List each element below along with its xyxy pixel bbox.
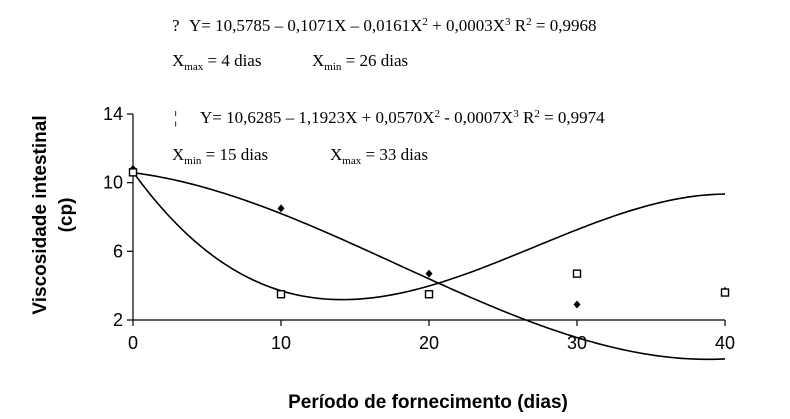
series1-r2-value: = 0,9968 [532,16,597,35]
series2-r2-value: = 0,9974 [540,108,605,127]
x-tick-label: 20 [419,333,439,353]
x-tick-label: 40 [715,333,735,353]
series1-r2-sup: 2 [526,16,532,28]
series1-second-extreme: Xmin = 26 dias [312,51,408,73]
x-axis-title: Período de fornecimento (dias) [288,392,568,413]
y-tick-label: 10 [103,173,123,193]
data-point-diamond [573,300,581,309]
data-point-square [572,269,582,278]
series1-r2-label: R [511,16,527,35]
data-point-square [720,288,730,297]
y-ticks: 2 6 10 14 [103,104,133,330]
y-tick-label: 6 [113,241,123,261]
series1-first-extreme: Xmax = 4 dias [172,51,261,73]
fit-curves [132,171,726,361]
x-ticks: 0 10 20 30 40 [128,320,735,353]
series2-r2-label: R [519,108,535,127]
x-tick-label: 10 [271,333,291,353]
series2-equation-prefix: Y= 10,6285 – 1,1923X + 0,0570X [200,108,435,127]
fit-curve-series-1 [132,171,726,361]
data-point-diamond [277,204,285,213]
series1-equation-mid: + 0,0003X [428,16,505,35]
data-point-square [276,290,286,299]
series1-equation-sup2: 2 [422,16,428,28]
series2-equation-mid: - 0,0007X [440,108,513,127]
series1-equation-prefix: Y= 10,5785 – 0,1071X – 0,0161X [189,16,422,35]
data-point-diamond [425,269,433,278]
series2-equation-sup3: 3 [513,108,519,120]
data-point-square [128,168,138,177]
series2-equation: Y= 10,6285 – 1,1923X + 0,0570X2 - 0,0007… [200,108,605,127]
y-axis-title-line1: Viscosidade intestinal [30,115,51,314]
series2-first-extreme: Xmin = 15 dias [172,145,268,167]
fit-curve-series-2 [132,171,726,301]
series2-r2-sup: 2 [534,108,540,120]
data-point-square [424,290,434,299]
series1-equation: Y= 10,5785 – 0,1071X – 0,0161X2 + 0,0003… [189,16,596,35]
x-tick-label: 0 [128,333,138,353]
y-tick-label: 14 [103,104,123,124]
series1-equation-sup3: 3 [505,16,511,28]
y-axis-title-line2: (cp) [56,198,77,233]
y-tick-label: 2 [113,310,123,330]
data-markers [128,164,730,309]
series1-symbol: ? [172,16,180,35]
x-tick-label: 30 [567,333,587,353]
series2-second-extreme: Xmax = 33 dias [330,145,428,167]
series2-symbol: ¦ [174,108,177,127]
series2-equation-sup2: 2 [435,108,441,120]
